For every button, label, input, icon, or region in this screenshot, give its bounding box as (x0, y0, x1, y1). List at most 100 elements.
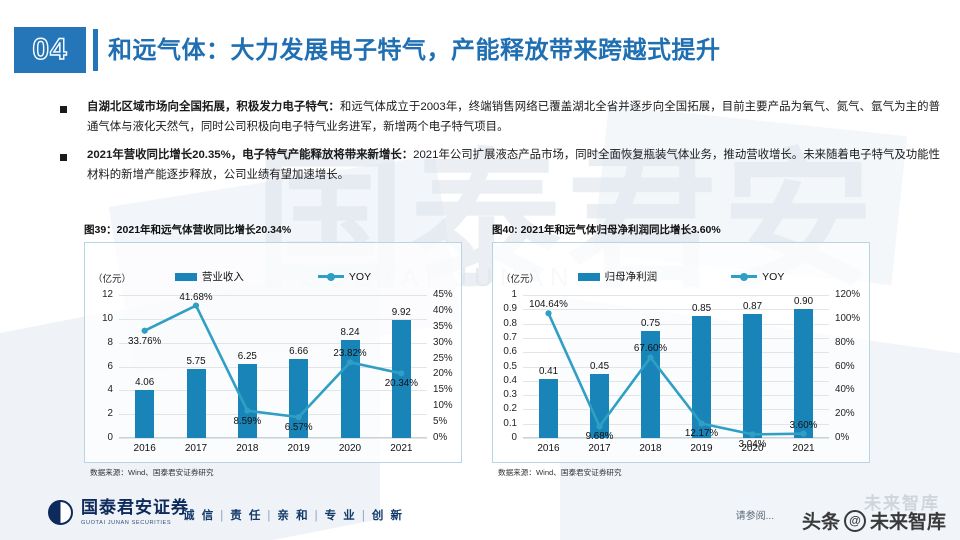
secondary-y-axis-tick-label: 40% (835, 384, 855, 396)
y-axis-tick-label: 0.1 (503, 417, 517, 429)
footer-note: 请参阅... (735, 511, 774, 522)
legend-item-bar: 营业收入 (174, 269, 244, 284)
bullet-lead: 自湖北区域市场向全国拓展，积极发力电子特气： (87, 101, 340, 113)
logo-circle-icon (48, 500, 73, 525)
x-axis-line (523, 437, 829, 438)
legend-line-swatch-icon (317, 272, 344, 281)
yoy-value-label: 41.68% (179, 291, 213, 303)
bar-value-label: 6.66 (289, 345, 309, 357)
grid-line (523, 380, 829, 382)
bullet-item: 自湖北区域市场向全国拓展，积极发力电子特气：和远气体成立于2003年，终端销售网… (60, 98, 940, 137)
yoy-value-label: 9.68% (585, 431, 614, 443)
grid-line (523, 323, 829, 325)
secondary-y-axis-tick-label: 5% (433, 416, 448, 428)
bar-value-label: 0.41 (538, 366, 559, 378)
bar (794, 309, 813, 438)
x-axis-category-label: 2017 (184, 443, 208, 454)
legend-line-label: YOY (348, 270, 372, 283)
watermark-platform: 头条 (801, 512, 840, 533)
x-axis-line (119, 437, 427, 438)
grid-line (119, 318, 427, 320)
yoy-value-label: 104.64% (529, 299, 568, 311)
x-axis-category-label: 2018 (236, 443, 259, 454)
bar-value-label: 5.75 (186, 356, 206, 368)
x-axis-category-label: 2020 (338, 443, 362, 454)
y-axis-unit-label: （亿元） (501, 274, 540, 285)
grid-line (523, 395, 829, 397)
brand-name-cn: 国泰君安证券 (81, 498, 189, 517)
y-axis-tick-label: 0.9 (503, 303, 517, 315)
slogan-divider: | (220, 510, 226, 522)
slogan-divider: | (361, 510, 367, 522)
yoy-value-label: 67.60% (633, 343, 668, 355)
bar (135, 389, 155, 438)
slogan-word: 诚 信 (183, 510, 216, 522)
secondary-y-axis-tick-label: 60% (835, 360, 855, 372)
chart-net-profit: 图40: 2021年和远气体归母净利润同比增长3.60% （亿元） 归母净利润 … (492, 222, 870, 478)
yoy-value-label: 8.59% (233, 415, 262, 427)
brand-logo: 国泰君安证券 GUOTAI JUNAN SECURITIES (48, 499, 189, 526)
grid-line (119, 295, 427, 296)
legend-bar-swatch-icon (577, 272, 600, 281)
y-axis-tick-label: 0.7 (503, 331, 517, 343)
x-axis-category-label: 2021 (390, 443, 413, 454)
chart-source-note: 数据来源：Wind、国泰君安证券研究 (90, 468, 214, 477)
x-axis-category-label: 2018 (639, 443, 662, 454)
bar-value-label: 0.90 (793, 296, 814, 308)
slogan-word: 专 业 (324, 510, 357, 522)
chart-frame: （亿元） 归母净利润 YOY 0 0.1 0.2 0.3 0.4 0.5 0.6 0.7 0.8… (492, 242, 870, 463)
chart-revenue: 图39：2021年和远气体营收同比增长20.34% （亿元） 营业收入 YOY … (84, 222, 462, 478)
header-divider-bar (93, 29, 98, 71)
legend-line-swatch-icon (731, 272, 758, 281)
chart-plot-area: 0 2 4 6 8 10 12 0% 5% 10% 15% 20% 25% 30% 35% 40% 45% 4.0… (102, 290, 453, 454)
brand-slogan: 诚 信 | 责 任 | 亲 和 | 专 业 | 创 新 (183, 507, 404, 523)
secondary-y-axis-tick-label: 30% (433, 336, 453, 348)
grid-line (119, 366, 427, 368)
bar (743, 313, 762, 438)
y-axis-tick-label: 6 (107, 360, 113, 372)
section-number: 04 (32, 32, 68, 66)
slogan-word: 创 新 (371, 510, 405, 522)
y-axis-tick-label: 1 (511, 289, 517, 301)
bar-value-label: 9.92 (391, 306, 411, 318)
yoy-line-series (545, 310, 807, 438)
yoy-value-label: 20.34% (384, 378, 418, 390)
y-axis-unit-label: （亿元） (93, 274, 132, 285)
source-watermark: 未来智库 头条 未来智库 (801, 494, 946, 534)
secondary-y-axis-tick-label: 20% (433, 368, 453, 380)
slogan-divider: | (314, 510, 320, 522)
yoy-value-label: 3.60% (789, 419, 818, 431)
yoy-value-label: 12.17% (684, 428, 719, 440)
chart-caption: 图40: 2021年和远气体归母净利润同比增长3.60% (492, 224, 721, 236)
bullet-lead: 2021年营收同比增长20.35%，电子特气产能释放将带来新增长： (87, 149, 414, 161)
grid-line (119, 438, 427, 439)
grid-line (523, 295, 829, 296)
secondary-y-axis-tick-label: 120% (835, 289, 861, 301)
bar (391, 319, 411, 438)
bar-value-label: 4.06 (135, 376, 155, 388)
bar (692, 316, 711, 438)
legend-item-line: YOY (317, 269, 372, 284)
bar-value-label: 6.25 (237, 350, 257, 362)
chart-caption: 图39：2021年和远气体营收同比增长20.34% (84, 224, 292, 236)
bar (539, 379, 558, 438)
grid-line (523, 366, 829, 368)
x-axis-category-label: 2017 (588, 443, 611, 454)
bullet-body: 2021年公司扩展液态产品市场，同时全面恢复瓶装气体业务，推动营收增长。未来随着… (87, 149, 940, 181)
y-axis-tick-label: 0 (511, 432, 517, 444)
bar-value-label: 0.45 (589, 360, 610, 372)
secondary-y-axis-tick-label: 80% (835, 336, 855, 348)
bar-value-label: 0.75 (640, 317, 661, 329)
grid-line (119, 342, 427, 344)
bullet-square-icon (60, 106, 67, 113)
brand-text: 国泰君安证券 GUOTAI JUNAN SECURITIES (81, 499, 189, 526)
bar (289, 358, 309, 438)
bar-value-label: 0.87 (742, 300, 763, 312)
chart-frame: （亿元） 营业收入 YOY 0 2 4 6 8 10 12 0% 5% 10% 15% 20% 25% 3… (84, 242, 462, 463)
yoy-value-label: 3.04% (738, 439, 767, 451)
legend-item-bar: 归母净利润 (577, 269, 657, 284)
bar-value-label: 0.85 (691, 303, 712, 315)
legend-bar-label: 营业收入 (201, 271, 244, 283)
slide-footer: 国泰君安证券 GUOTAI JUNAN SECURITIES 诚 信 | 责 任 | 亲… (0, 488, 960, 540)
